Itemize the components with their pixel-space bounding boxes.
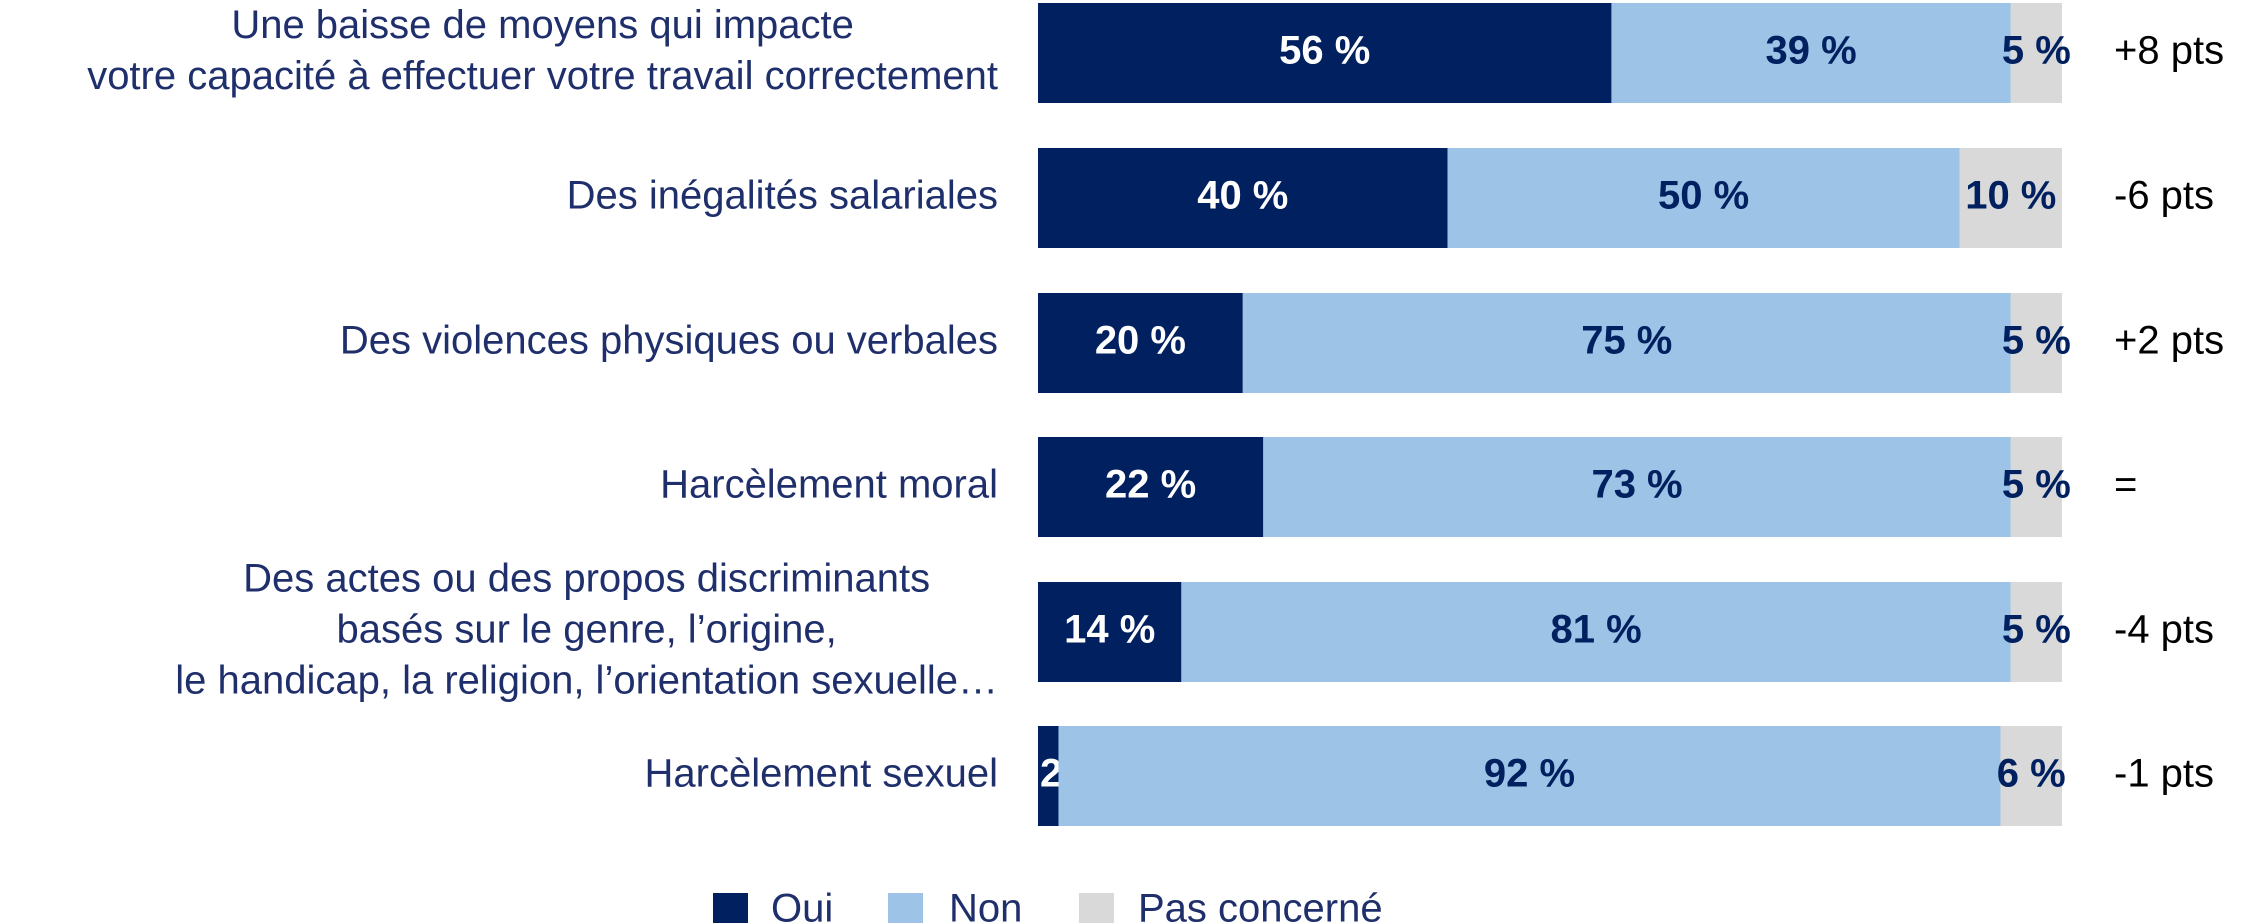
change-label: +8 pts — [2114, 29, 2224, 73]
change-label: +2 pts — [2114, 319, 2224, 363]
change-label: -1 pts — [2114, 752, 2214, 796]
bar-segment — [1959, 148, 2062, 248]
category-label: Harcèlement moral — [660, 463, 998, 507]
bar-segment — [2010, 437, 2062, 537]
category-line: votre capacité à effectuer votre travail… — [87, 54, 998, 98]
category-line: basés sur le genre, l’origine, — [337, 608, 837, 652]
value-label: 56 % — [1279, 29, 1370, 73]
value-label: 5 % — [2002, 608, 2071, 652]
value-label: 81 % — [1550, 608, 1641, 652]
value-label: 73 % — [1591, 463, 1682, 507]
bar-segment — [1038, 293, 1243, 393]
change-label: -6 pts — [2114, 174, 2214, 218]
category-line: le handicap, la religion, l’orientation … — [175, 659, 998, 703]
bar-segment — [2010, 3, 2062, 103]
bar-segment — [2000, 726, 2062, 826]
value-label: 40 % — [1197, 174, 1288, 218]
category-label: Des inégalités salariales — [567, 174, 998, 218]
category-label: Harcèlement sexuel — [645, 752, 999, 796]
legend-label: Pas concerné — [1138, 887, 1383, 923]
value-label: 92 % — [1484, 752, 1575, 796]
bar-segment — [1038, 726, 1059, 826]
legend-swatch — [888, 893, 923, 923]
change-label: = — [2114, 463, 2137, 507]
bar-segment — [1447, 148, 1960, 248]
value-label: 5 % — [2002, 463, 2071, 507]
category-line: Une baisse de moyens qui impacte — [231, 3, 854, 47]
bar-segment — [1038, 148, 1448, 248]
category-label: Des actes ou des propos discriminants bas… — [175, 557, 998, 703]
value-label: 6 % — [1997, 752, 2066, 796]
category-line: Des violences physiques ou verbales — [340, 319, 998, 363]
bar-segment — [1038, 582, 1182, 682]
legend-label: Non — [949, 887, 1022, 923]
value-label: 50 % — [1658, 174, 1749, 218]
category-label: Une baisse de moyens qui impacte votre ca… — [87, 3, 998, 98]
bar-segment — [2010, 582, 2062, 682]
bar-segment — [1611, 3, 2011, 103]
bar-segment — [1181, 582, 2011, 682]
bar-segment — [1038, 437, 1264, 537]
bar-segment — [1263, 437, 2011, 537]
value-label: 5 % — [2002, 29, 2071, 73]
change-label: -4 pts — [2114, 608, 2214, 652]
bar-segment — [1038, 3, 1612, 103]
value-label: 10 % — [1965, 174, 2056, 218]
bar-segment — [2010, 293, 2062, 393]
legend-swatch — [1079, 893, 1114, 923]
value-label: 39 % — [1766, 29, 1857, 73]
bar-segment — [1058, 726, 2001, 826]
value-label: 5 % — [2002, 319, 2071, 363]
category-line: Harcèlement sexuel — [645, 752, 999, 796]
legend-swatch — [713, 893, 748, 923]
category-line: Harcèlement moral — [660, 463, 998, 507]
category-line: Des actes ou des propos discriminants — [243, 557, 930, 601]
category-label: Des violences physiques ou verbales — [340, 319, 998, 363]
value-label: 75 % — [1581, 319, 1672, 363]
legend-label: Oui — [771, 887, 833, 923]
value-label: 14 % — [1064, 608, 1155, 652]
bar-segment — [1242, 293, 2011, 393]
value-label: 20 % — [1095, 319, 1186, 363]
value-label: 22 % — [1105, 463, 1196, 507]
category-line: Des inégalités salariales — [567, 174, 998, 218]
